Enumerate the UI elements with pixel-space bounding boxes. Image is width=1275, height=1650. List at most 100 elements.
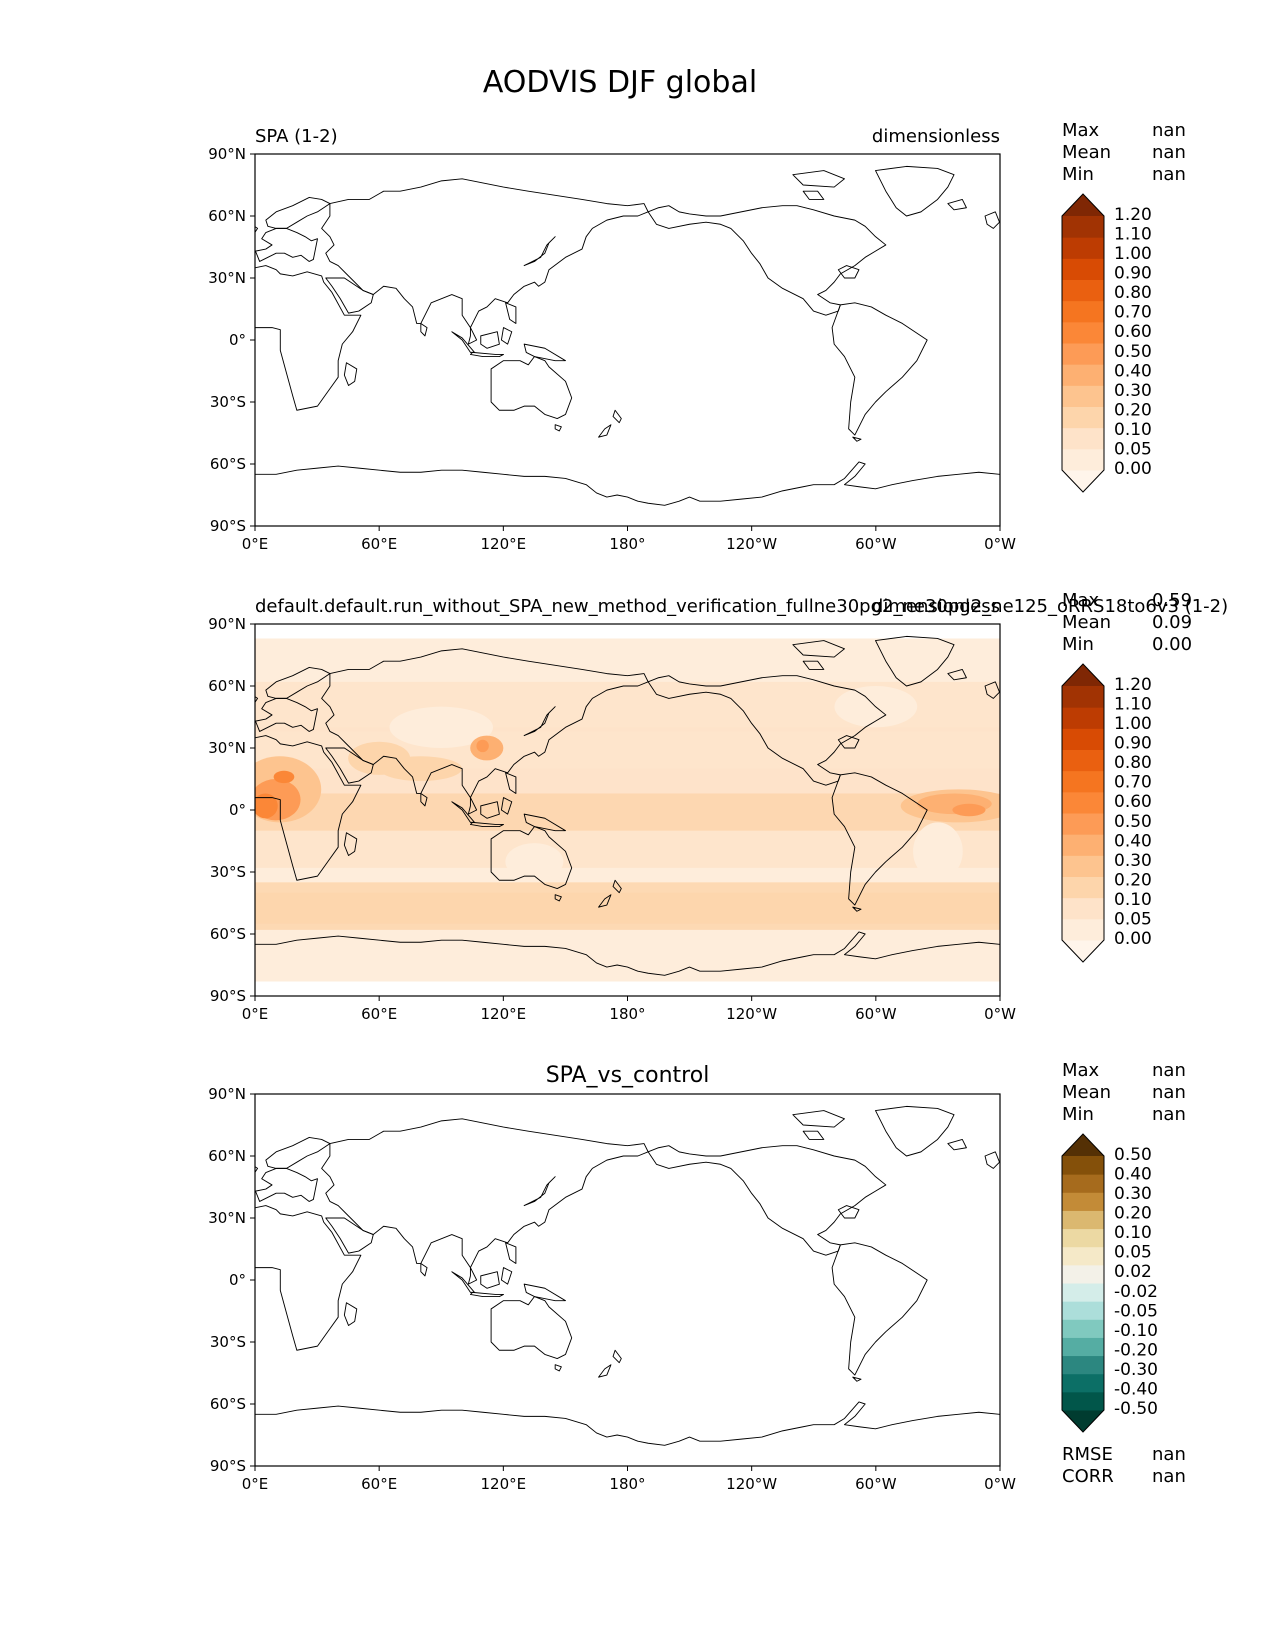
y-tick-label: 60°S xyxy=(210,925,246,943)
colorbar-tick-label: -0.10 xyxy=(1114,1321,1158,1341)
y-tick-label: 90°N xyxy=(208,1085,246,1103)
colorbar-segment xyxy=(1062,237,1104,259)
aod-low-region xyxy=(913,822,963,881)
colorbar-tick-label: 0.30 xyxy=(1114,1184,1152,1204)
colorbar-segment xyxy=(1062,1210,1104,1230)
colorbar-segment xyxy=(1062,876,1104,899)
colorbar-segment xyxy=(1062,1301,1104,1320)
figure-title: AODVIS DJF global xyxy=(483,65,757,100)
colorbar-tick-label: 0.05 xyxy=(1114,439,1152,459)
colorbar-tick-label: -0.02 xyxy=(1114,1282,1158,1302)
stat-value: nan xyxy=(1152,120,1186,141)
stat-label: Min xyxy=(1062,1104,1094,1125)
colorbar-tick-label: 0.30 xyxy=(1114,381,1152,401)
colorbar-tick-label: 0.30 xyxy=(1114,851,1152,871)
y-tick-label: 60°S xyxy=(210,1395,246,1413)
colorbar-tick-label: 0.02 xyxy=(1114,1262,1152,1282)
colorbar-tick-label: 0.40 xyxy=(1114,1165,1152,1185)
y-tick-label: 0° xyxy=(229,1271,246,1289)
stat-label: Mean xyxy=(1062,1082,1111,1103)
colorbar-outline xyxy=(1061,193,1105,493)
colorbar-tick-label: 0.05 xyxy=(1114,909,1152,929)
y-tick-label: 60°N xyxy=(208,1147,246,1165)
colorbar-segment xyxy=(1062,321,1104,344)
panel-title-center: SPA_vs_control xyxy=(546,1063,710,1088)
colorbar-tick-label: 0.05 xyxy=(1114,1243,1152,1263)
y-tick-label: 30°N xyxy=(208,1209,246,1227)
y-tick-label: 90°S xyxy=(210,517,246,535)
x-tick-label: 0°E xyxy=(242,1475,269,1493)
x-tick-label: 60°W xyxy=(855,535,897,553)
colorbar-tick-label: 0.90 xyxy=(1114,264,1152,284)
colorbar-tick-label: 0.20 xyxy=(1114,870,1152,890)
colorbar-segment xyxy=(1062,406,1104,429)
stat-label: Min xyxy=(1062,164,1094,185)
colorbar-segment xyxy=(1062,343,1104,365)
colorbar-tick-label: 0.10 xyxy=(1114,420,1152,440)
colorbar-segment xyxy=(1062,1283,1104,1302)
y-tick-label: 90°N xyxy=(208,615,246,633)
stat-value: nan xyxy=(1152,1104,1186,1125)
aod-band xyxy=(255,793,1000,831)
x-tick-label: 120°E xyxy=(481,535,527,553)
colorbar-segment xyxy=(1062,1264,1104,1284)
y-tick-label: 90°N xyxy=(208,145,246,163)
x-tick-label: 0°W xyxy=(984,1475,1016,1493)
x-tick-label: 0°W xyxy=(984,1005,1016,1023)
colorbar-tick-label: 0.80 xyxy=(1114,283,1152,303)
x-tick-label: 180° xyxy=(609,1005,645,1023)
colorbar-segment xyxy=(1062,1337,1104,1357)
aod-high-region xyxy=(952,803,986,817)
colorbar-tick-label: 0.20 xyxy=(1114,1204,1152,1224)
map-panel-2: 0°E 60°E 120°E 180° 120°W 60°W 0°W 90°N 60°N 30°N… xyxy=(208,590,1228,1023)
y-tick-label: 60°N xyxy=(208,677,246,695)
colorbar-tick-label: 1.20 xyxy=(1114,205,1152,225)
stat-label: Max xyxy=(1062,590,1100,611)
stat-value: nan xyxy=(1152,164,1186,185)
colorbar-segment xyxy=(1062,1373,1104,1393)
colorbar-tick-label: -0.20 xyxy=(1114,1340,1158,1360)
x-tick-label: 0°E xyxy=(242,1005,269,1023)
panel-title-right: dimensionless xyxy=(872,596,1000,617)
y-tick-label: 90°S xyxy=(210,987,246,1005)
x-tick-label: 60°E xyxy=(361,1005,397,1023)
map-panel-1: 0°E 60°E 120°E 180° 120°W 60°W 0°W 90°N 60°N 30°N… xyxy=(208,120,1186,553)
colorbar-tick-label: -0.50 xyxy=(1114,1399,1158,1419)
x-tick-label: 120°W xyxy=(726,1475,777,1493)
colorbar-extend-low xyxy=(1062,940,1104,962)
x-tick-label: 180° xyxy=(609,535,645,553)
colorbar-tick-label: 0.60 xyxy=(1114,322,1152,342)
colorbar-extend-low xyxy=(1062,1410,1104,1432)
x-tick-label: 60°E xyxy=(361,535,397,553)
panel-title-left: default.default.run_without_SPA_new_meth… xyxy=(255,596,1228,617)
stat-label: Mean xyxy=(1062,612,1111,633)
colorbar-tick-label: 1.00 xyxy=(1114,714,1152,734)
stat-value: 0.59 xyxy=(1152,590,1192,611)
y-tick-label: 30°N xyxy=(208,739,246,757)
colorbar: 1.201.101.000.900.800.700.600.500.400.30… xyxy=(1061,193,1152,493)
map-frame xyxy=(254,153,1001,527)
stat-value: nan xyxy=(1152,1082,1186,1103)
colorbar-tick-label: -0.40 xyxy=(1114,1379,1158,1399)
colorbar-segment xyxy=(1062,770,1104,793)
colorbar-segment xyxy=(1062,1319,1104,1338)
map-frame xyxy=(254,1093,1001,1467)
stat-label: Min xyxy=(1062,634,1094,655)
colorbar-segment xyxy=(1062,749,1104,772)
colorbar-tick-label: 0.10 xyxy=(1114,1223,1152,1243)
extra-stat-value: nan xyxy=(1152,1466,1186,1487)
colorbar-segment xyxy=(1062,897,1104,920)
aod-low-region xyxy=(505,843,564,881)
colorbar-outline xyxy=(1061,1133,1105,1433)
extra-stat-value: nan xyxy=(1152,1444,1186,1465)
x-tick-label: 0°E xyxy=(242,535,269,553)
colorbar-extend-low xyxy=(1062,470,1104,492)
colorbar-segment xyxy=(1062,791,1104,814)
aod-high-region xyxy=(476,739,489,753)
colorbar-tick-label: 0.70 xyxy=(1114,303,1152,323)
aod-low-region xyxy=(637,659,700,680)
colorbar-segment xyxy=(1062,728,1104,750)
colorbar: 0.500.400.300.200.100.050.02-0.02-0.05-0… xyxy=(1061,1133,1158,1433)
x-tick-label: 60°E xyxy=(361,1475,397,1493)
